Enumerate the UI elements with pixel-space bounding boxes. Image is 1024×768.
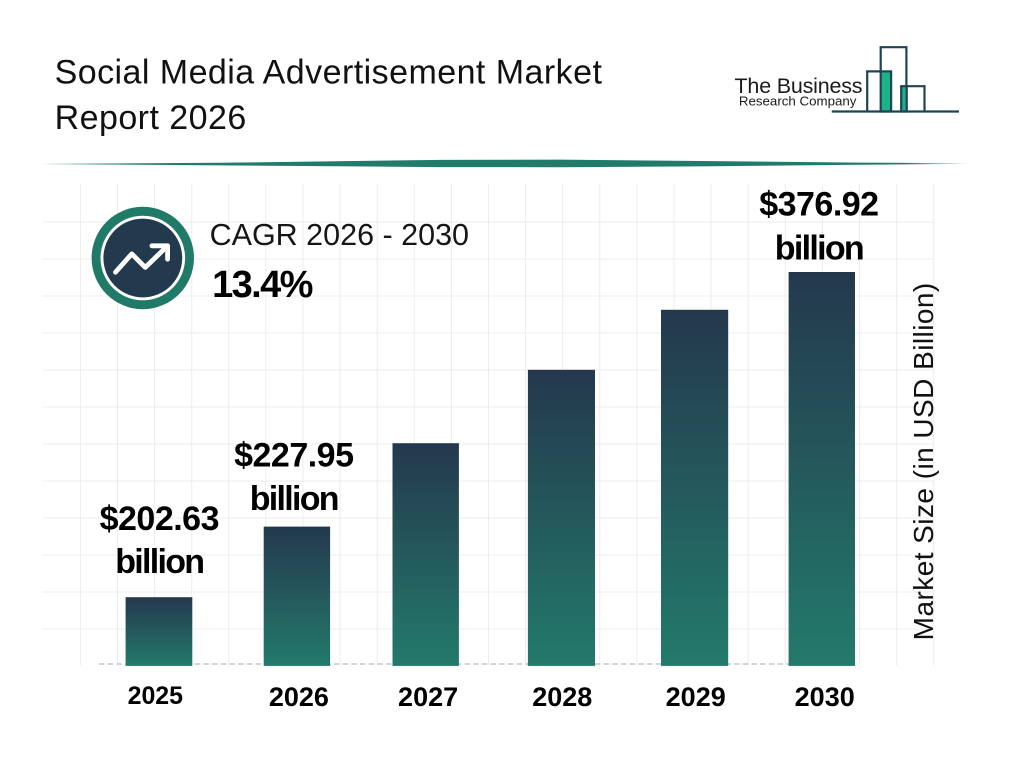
svg-text:Market Size (in USD Billion): Market Size (in USD Billion) bbox=[908, 282, 939, 640]
svg-text:$227.95: $227.95 bbox=[234, 437, 353, 475]
svg-text:billion: billion bbox=[115, 543, 203, 581]
svg-text:Social Media Advertisement Mar: Social Media Advertisement Market bbox=[55, 54, 603, 92]
svg-text:2027: 2027 bbox=[398, 682, 458, 712]
svg-text:$202.63: $202.63 bbox=[100, 500, 219, 538]
svg-text:billion: billion bbox=[250, 480, 338, 518]
svg-text:2030: 2030 bbox=[795, 682, 855, 712]
svg-text:$376.92: $376.92 bbox=[759, 186, 878, 224]
svg-text:2026: 2026 bbox=[269, 682, 329, 712]
svg-text:2028: 2028 bbox=[532, 682, 592, 712]
svg-text:13.4%: 13.4% bbox=[212, 264, 313, 306]
svg-text:2025: 2025 bbox=[128, 682, 184, 710]
svg-text:2029: 2029 bbox=[666, 682, 726, 712]
svg-text:billion: billion bbox=[775, 229, 863, 267]
svg-text:The Business: The Business bbox=[735, 74, 863, 98]
svg-text:Report 2026: Report 2026 bbox=[55, 99, 247, 137]
svg-text:CAGR 2026 - 2030: CAGR 2026 - 2030 bbox=[210, 218, 469, 252]
svg-text:Research Company: Research Company bbox=[739, 93, 857, 108]
